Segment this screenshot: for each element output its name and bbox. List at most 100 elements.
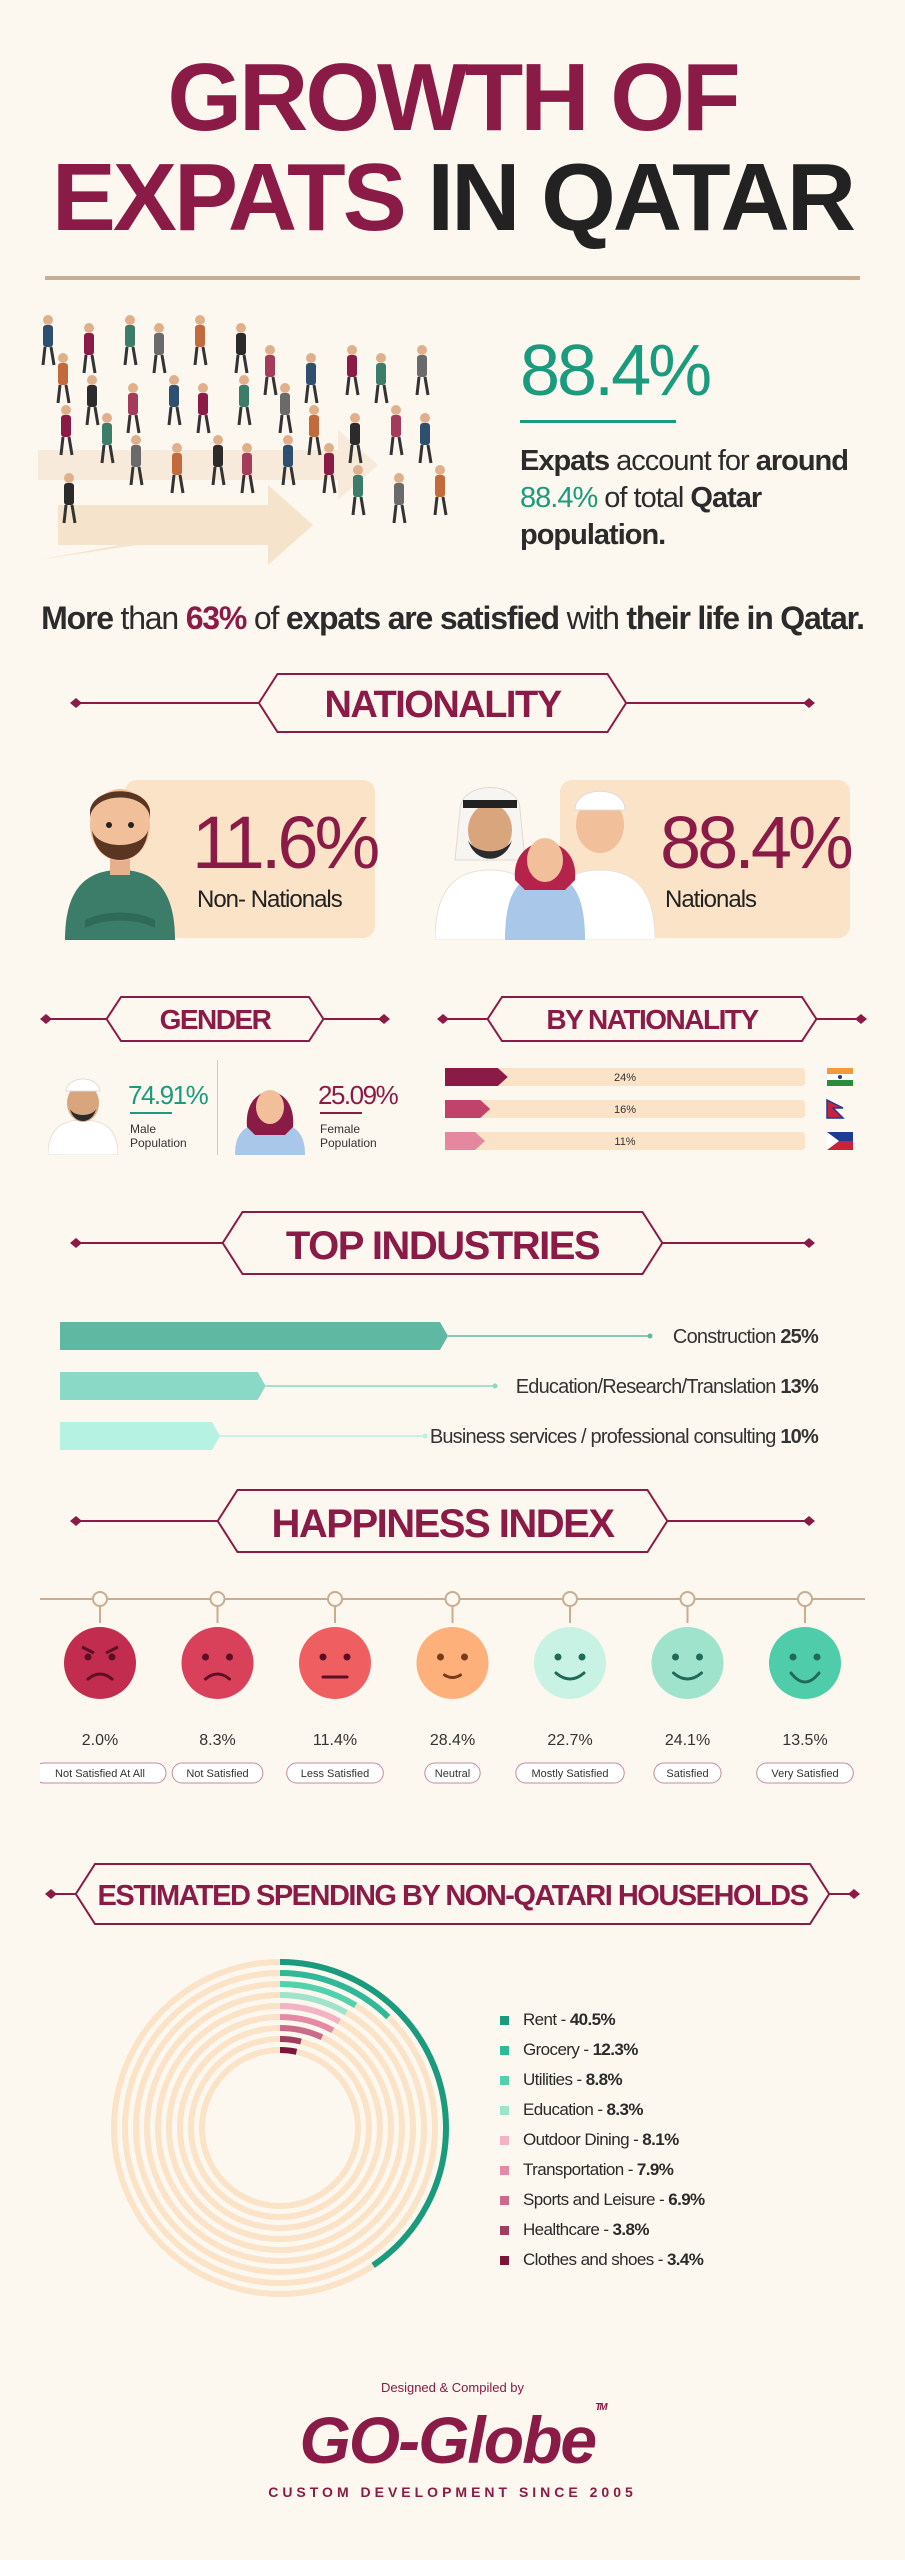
spending-legend: Rent - 40.5% Grocery - 12.3% Utilities - 8… xyxy=(500,2005,860,2275)
sad-face-icon xyxy=(181,1627,254,1699)
spending-ring-grocery xyxy=(122,1970,438,2286)
expats-share-stat: 88.4% xyxy=(520,331,712,411)
footer-tagline: CUSTOM DEVELOPMENT SINCE 2005 xyxy=(268,2484,637,2500)
legend-label: Outdoor Dining - 8.1% xyxy=(523,2130,679,2149)
male-pct: 74.91% xyxy=(128,1080,209,1110)
person-figure xyxy=(263,345,278,396)
spending-legend-item: Healthcare - 3.8% xyxy=(500,2215,860,2245)
industry-label: Education/Research/Translation 13% xyxy=(516,1376,819,1398)
spending-ring-track xyxy=(144,1992,416,2264)
big-smile-face-icon xyxy=(769,1627,841,1699)
expats-share-description: Expats account for around 88.4% of total … xyxy=(520,445,849,551)
go-globe-logo: GO-GlobeTM xyxy=(299,2402,607,2477)
person-figure xyxy=(240,443,255,494)
happiness-value: 22.7% xyxy=(547,1732,592,1749)
person-figure xyxy=(167,375,182,426)
nationality-banner: NATIONALITY xyxy=(70,672,815,734)
person-figure xyxy=(123,315,138,366)
person-figure xyxy=(56,353,71,404)
spending-legend-item: Utilities - 8.8% xyxy=(500,2065,860,2095)
gender-heading: GENDER xyxy=(159,1004,272,1035)
title-line-2: EXPATS IN QATAR xyxy=(0,150,905,246)
happiness-label: Neutral xyxy=(435,1768,470,1780)
spending-legend-item: Clothes and shoes - 3.4% xyxy=(500,2245,860,2275)
title-expats: EXPATS xyxy=(51,144,407,251)
person-figure xyxy=(129,435,144,486)
person-figure xyxy=(152,323,167,374)
nationality-bar-label: 16% xyxy=(614,1104,636,1116)
person-figure xyxy=(196,383,211,434)
female-underline xyxy=(320,1112,362,1114)
person-figure xyxy=(59,405,74,456)
philippines-flag-icon xyxy=(827,1132,853,1150)
industries-banner: TOP INDUSTRIES xyxy=(70,1210,815,1276)
happiness-label: Less Satisfied xyxy=(301,1768,369,1780)
footer-credit: Designed & Compiled by xyxy=(380,2380,525,2395)
happiness-label-pill xyxy=(653,1762,722,1784)
person-figure xyxy=(433,465,448,516)
spending-ring-track xyxy=(155,2003,405,2253)
india-flag-icon xyxy=(827,1068,853,1086)
title-in-qatar: IN QATAR xyxy=(427,144,856,251)
person-figure xyxy=(345,345,360,396)
legend-swatch xyxy=(500,2195,509,2205)
spending-ring-education xyxy=(144,1992,416,2264)
legend-label: Utilities - 8.8% xyxy=(523,2070,623,2089)
person-figure xyxy=(62,473,77,524)
person-figure xyxy=(126,383,141,434)
nationals-label: Nationals xyxy=(665,886,757,913)
spending-legend-item: Rent - 40.5% xyxy=(500,2005,860,2035)
by-nationality-banner: BY NATIONALITY xyxy=(437,995,867,1043)
nationality-bar-label: 11% xyxy=(614,1136,635,1148)
by-nationality-chart: 24% 16% 11% xyxy=(445,1068,853,1150)
person-figure xyxy=(100,413,115,464)
spending-ring-healthcare xyxy=(188,2036,372,2220)
legend-swatch xyxy=(500,2045,509,2055)
non-nationals-pct: 11.6% xyxy=(192,801,380,884)
person-figure xyxy=(418,413,433,464)
person-figure xyxy=(82,323,97,374)
legend-label: Sports and Leisure - 6.9% xyxy=(523,2190,705,2209)
nepal-flag-icon xyxy=(826,1098,845,1119)
happiness-value: 8.3% xyxy=(199,1732,235,1749)
spending-legend-item: Transportation - 7.9% xyxy=(500,2155,860,2185)
legend-swatch xyxy=(500,2105,509,2115)
female-avatar-icon xyxy=(235,1090,305,1155)
person-figure xyxy=(211,435,226,486)
legend-label: Education - 8.3% xyxy=(523,2100,643,2119)
smile-face-icon xyxy=(651,1627,724,1699)
person-figure xyxy=(392,473,407,524)
gender-banner: GENDER xyxy=(40,995,390,1043)
spending-legend-item: Sports and Leisure - 6.9% xyxy=(500,2185,860,2215)
legend-label: Healthcare - 3.8% xyxy=(523,2220,649,2239)
spending-ring-sports-and-leisure xyxy=(177,2025,383,2231)
male-label: Male Population xyxy=(130,1122,187,1150)
male-avatar-icon xyxy=(48,1078,118,1155)
person-figure xyxy=(351,465,366,516)
happiness-label-pill xyxy=(515,1762,625,1784)
happiness-value: 2.0% xyxy=(82,1732,118,1749)
spending-heading: ESTIMATED SPENDING BY NON-QATARI HOUSEHO… xyxy=(97,1880,809,1912)
gender-divider xyxy=(217,1060,218,1155)
legend-swatch xyxy=(500,2135,509,2145)
spending-legend-item: Education - 8.3% xyxy=(500,2095,860,2125)
industries-heading: TOP INDUSTRIES xyxy=(285,1224,601,1268)
happiness-value: 13.5% xyxy=(782,1732,827,1749)
happiness-chart: 2.0% Not Satisfied At All 8.3% Not Satisfie… xyxy=(40,1591,865,1784)
industry-bar xyxy=(60,1322,448,1350)
nationals-family-icon xyxy=(435,787,655,940)
happiness-label: Very Satisfied xyxy=(771,1768,838,1780)
legend-label: Grocery - 12.3% xyxy=(523,2040,638,2059)
happiness-label: Satisfied xyxy=(666,1768,708,1780)
nationality-bar-track xyxy=(445,1068,805,1086)
nationality-bar-label: 24% xyxy=(614,1072,636,1084)
legend-label: Rent - 40.5% xyxy=(523,2010,616,2029)
legend-swatch xyxy=(500,2075,509,2085)
person-figure xyxy=(85,375,100,426)
spending-ring-clothes-and-shoes xyxy=(199,2047,361,2209)
person-figure xyxy=(374,353,389,404)
spending-ring-track xyxy=(177,2025,383,2231)
nationality-bar-philippines xyxy=(445,1132,485,1150)
person-figure xyxy=(193,315,208,366)
content-face-icon xyxy=(534,1627,606,1699)
